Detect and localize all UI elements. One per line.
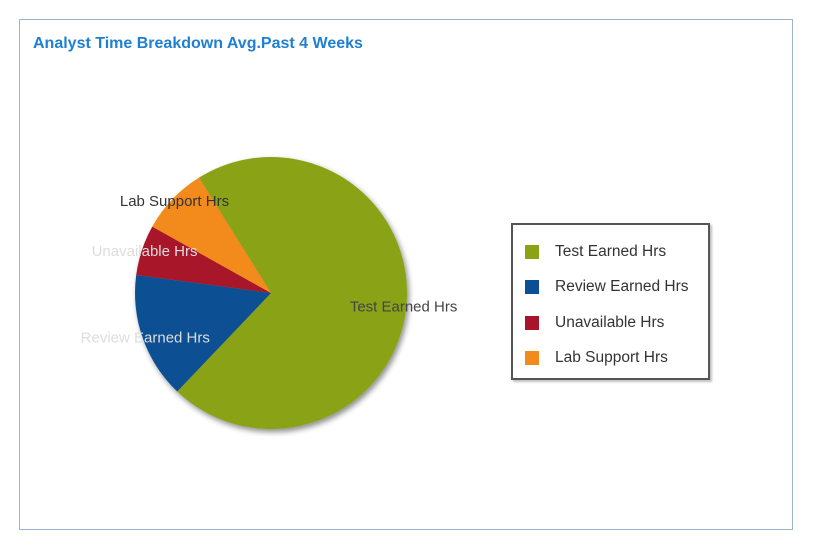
legend-label: Review Earned Hrs	[555, 278, 689, 296]
pie-slice-test-earned-hrs[interactable]	[177, 156, 408, 429]
legend-swatch	[525, 244, 539, 259]
legend-swatch	[525, 315, 539, 330]
legend-swatch	[525, 351, 539, 366]
chart-panel: Analyst Time Breakdown Avg.Past 4 Weeks …	[19, 19, 793, 530]
pie-slice-review-earned-hrs[interactable]	[135, 275, 271, 392]
chart-title: Analyst Time Breakdown Avg.Past 4 Weeks	[33, 35, 363, 52]
legend-swatch	[525, 280, 539, 295]
pie-chart: Test Earned Hrs Review Earned Hrs Unavaila…	[81, 156, 458, 429]
legend-item-test-earned[interactable]: Test Earned Hrs	[513, 234, 708, 270]
pie-labels: Test Earned Hrs Review Earned Hrs Unavaila…	[81, 193, 458, 346]
pie-slice-lab-support-hrs[interactable]	[152, 177, 271, 293]
legend-item-review-earned[interactable]: Review Earned Hrs	[513, 270, 708, 306]
pie-label-lab-support-hrs: Lab Support Hrs	[120, 193, 229, 210]
legend-item-unavailable[interactable]: Unavailable Hrs	[513, 305, 708, 341]
legend-label: Test Earned Hrs	[555, 242, 667, 260]
pie-slices	[135, 156, 408, 429]
pie-label-test-earned-hrs: Test Earned Hrs	[350, 298, 458, 315]
chart-legend: Test Earned Hrs Review Earned Hrs Unavai…	[511, 223, 710, 380]
pie-slice-unavailable-hrs[interactable]	[136, 226, 271, 293]
pie-label-unavailable-hrs: Unavailable Hrs	[92, 243, 198, 260]
legend-label: Lab Support Hrs	[555, 349, 668, 367]
pie-label-review-earned-hrs: Review Earned Hrs	[81, 329, 210, 346]
legend-item-lab-support[interactable]: Lab Support Hrs	[513, 341, 708, 377]
legend-label: Unavailable Hrs	[555, 313, 665, 331]
